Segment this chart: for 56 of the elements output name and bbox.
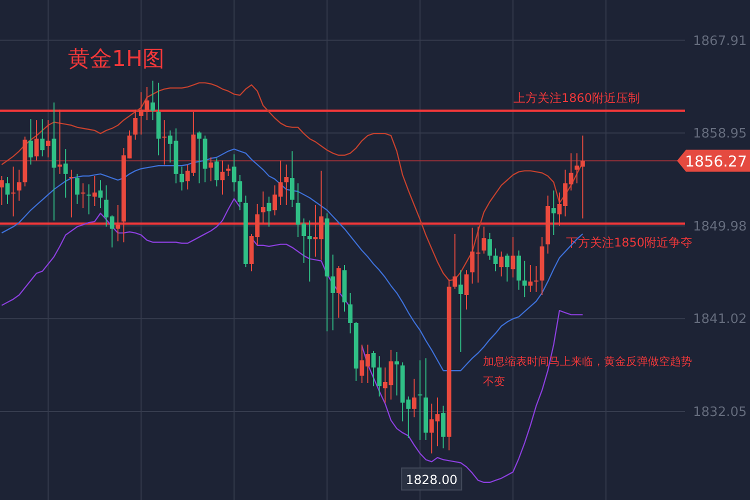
candlestick xyxy=(528,264,533,292)
candlestick xyxy=(534,266,538,292)
candlestick xyxy=(284,164,289,206)
candlestick xyxy=(34,120,39,161)
candlestick xyxy=(214,158,219,187)
candlestick xyxy=(290,150,294,208)
candlestick xyxy=(412,378,416,418)
candlestick xyxy=(0,175,4,206)
candlestick xyxy=(162,120,167,166)
candlestick xyxy=(28,118,33,166)
candlestick xyxy=(16,169,22,202)
candlestick xyxy=(5,176,10,204)
candlestick xyxy=(46,120,50,158)
ref-line-label: 1856.27 xyxy=(684,152,748,170)
text: 黄金1H图 xyxy=(68,47,165,72)
candlestick xyxy=(452,233,458,290)
candlestick xyxy=(377,356,382,397)
candlestick xyxy=(488,232,492,260)
candlestick xyxy=(493,248,498,272)
candlestick xyxy=(197,130,202,184)
candlestick xyxy=(150,80,155,121)
candlestick xyxy=(441,405,446,449)
candlestick xyxy=(260,191,266,224)
y-tick-label: 1867.91 xyxy=(693,34,747,49)
candlestick xyxy=(92,175,97,207)
candlestick xyxy=(69,169,74,218)
ref-line-label: 上方关注1860附近压制 xyxy=(513,90,640,105)
candlestick xyxy=(58,109,62,174)
candlestick xyxy=(348,292,352,334)
candlestick xyxy=(133,109,138,140)
candlestick xyxy=(116,204,120,242)
candlestick xyxy=(458,270,463,352)
y-tick-label: 1841.02 xyxy=(693,312,747,328)
y-tick-label: 1849.98 xyxy=(693,219,747,234)
candlestick xyxy=(226,164,230,176)
y-tick-label: 1858.95 xyxy=(693,126,747,142)
candlestick xyxy=(307,220,312,282)
candlestick xyxy=(510,236,516,278)
annotation: 1828.00 xyxy=(406,472,458,487)
y-tick-label: 1832.05 xyxy=(693,404,747,420)
candlestick xyxy=(482,226,486,254)
candlestick xyxy=(464,270,469,310)
candlestick xyxy=(330,254,336,331)
candlestick xyxy=(208,156,214,182)
candlestick xyxy=(394,351,399,396)
candlestick xyxy=(86,184,92,215)
candlestick xyxy=(40,118,45,157)
candlestick xyxy=(499,251,504,277)
candlestick xyxy=(75,173,80,204)
candlestick xyxy=(551,190,556,236)
candlestick xyxy=(371,350,376,387)
candlestick xyxy=(180,166,184,191)
candlestick xyxy=(11,166,16,217)
candlestick xyxy=(63,148,68,198)
candlestick xyxy=(504,253,510,282)
candlestick xyxy=(522,260,527,298)
